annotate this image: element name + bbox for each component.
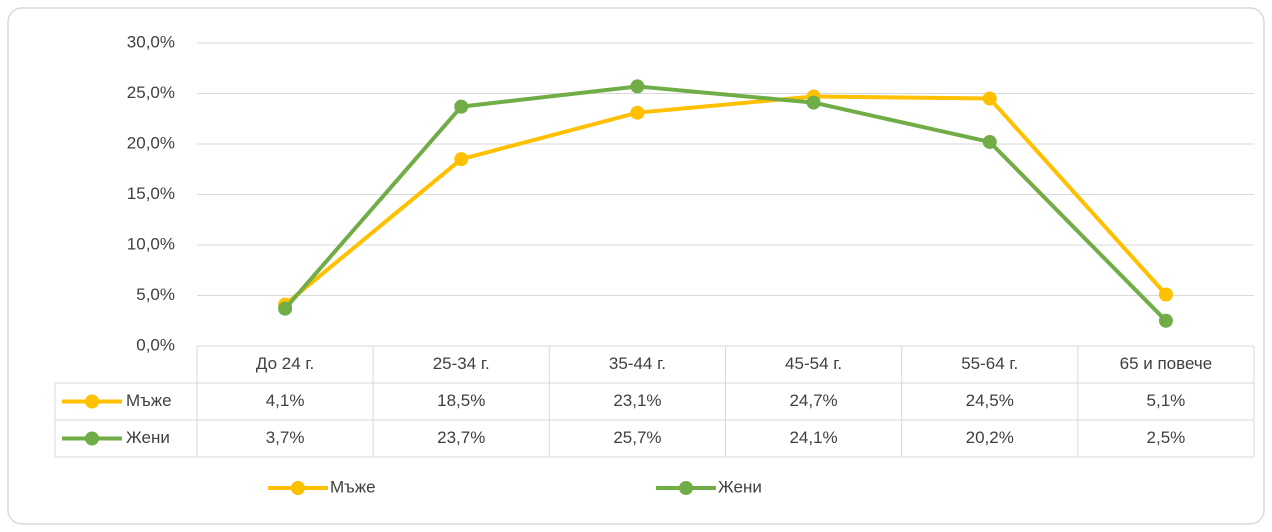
legend-key-marker xyxy=(85,394,99,409)
series-marker xyxy=(278,301,293,316)
series-marker xyxy=(454,152,469,167)
series-marker xyxy=(806,95,821,110)
y-tick-label: 30,0% xyxy=(127,32,175,51)
table-value: 2,5% xyxy=(1147,428,1186,447)
y-tick-label: 25,0% xyxy=(127,83,175,102)
legend-label: Мъже xyxy=(330,477,376,496)
table-value: 24,5% xyxy=(966,391,1014,410)
x-tick-label: 45-54 г. xyxy=(785,354,842,373)
series-marker xyxy=(982,134,997,149)
y-tick-label: 0,0% xyxy=(136,335,175,354)
series-marker xyxy=(1158,313,1173,328)
series-marker xyxy=(630,105,645,120)
table-value: 23,1% xyxy=(613,391,661,410)
y-tick-label: 10,0% xyxy=(127,234,175,253)
legend-label: Жени xyxy=(718,477,762,496)
x-tick-label: 35-44 г. xyxy=(609,354,666,373)
y-tick-label: 20,0% xyxy=(127,133,175,152)
legend-key-marker xyxy=(679,481,693,495)
table-value: 4,1% xyxy=(266,391,305,410)
x-tick-label: 55-64 г. xyxy=(961,354,1018,373)
x-tick-label: До 24 г. xyxy=(256,354,314,373)
series-marker xyxy=(454,99,469,114)
y-tick-label: 5,0% xyxy=(136,285,175,304)
table-value: 3,7% xyxy=(266,428,305,447)
series-line xyxy=(283,84,1168,323)
series-marker xyxy=(982,91,997,106)
legend-key-marker xyxy=(291,481,305,495)
table-series-name: Мъже xyxy=(126,391,172,410)
legend-key-marker xyxy=(85,431,99,446)
table-value: 5,1% xyxy=(1147,391,1186,410)
y-tick-label: 15,0% xyxy=(127,184,175,203)
x-tick-label: 65 и повече xyxy=(1120,354,1213,373)
chart-frame xyxy=(7,7,1265,525)
table-value: 23,7% xyxy=(437,428,485,447)
table-value: 24,1% xyxy=(789,428,837,447)
series-marker xyxy=(630,79,645,94)
series-marker xyxy=(1158,287,1173,302)
table-value: 20,2% xyxy=(966,428,1014,447)
table-value: 18,5% xyxy=(437,391,485,410)
x-tick-label: 25-34 г. xyxy=(433,354,490,373)
table-value: 25,7% xyxy=(613,428,661,447)
series-line xyxy=(283,94,1168,307)
table-series-name: Жени xyxy=(126,428,170,447)
table-value: 24,7% xyxy=(789,391,837,410)
